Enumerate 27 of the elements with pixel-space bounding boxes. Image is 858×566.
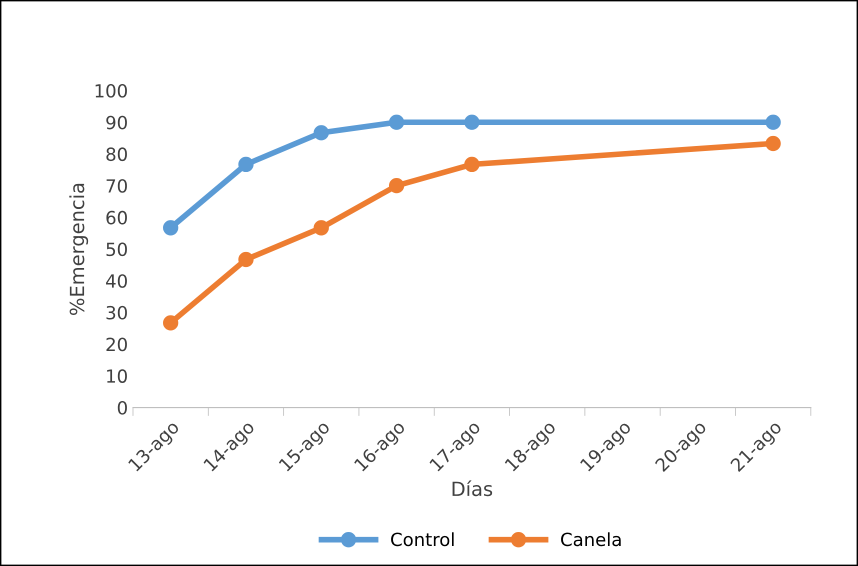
y-tick-label: 50 [106, 242, 127, 256]
y-tick-label: 30 [106, 306, 127, 320]
point [388, 178, 404, 194]
point [163, 220, 178, 236]
point [766, 136, 781, 152]
y-tick-label: 80 [106, 147, 127, 162]
point [163, 315, 178, 331]
point [238, 156, 254, 172]
y-axis-title: %Emergencia [69, 184, 88, 315]
y-tick-label: 90 [106, 116, 127, 130]
y-tick-label: 60 [106, 210, 127, 224]
y-tick-label: 20 [106, 338, 127, 352]
y-tick-label: 40 [106, 274, 127, 288]
legend-label: Control [391, 532, 454, 546]
y-tick-label: 10 [107, 369, 127, 383]
y-tick-label: 70 [106, 179, 127, 193]
x-axis-title: Días [452, 480, 492, 496]
point [238, 252, 254, 268]
point [464, 114, 480, 130]
y-tick-label: 0 [118, 400, 127, 415]
y-tick-label: 100 [96, 84, 127, 98]
point [464, 156, 480, 172]
point [766, 114, 781, 130]
legend-label: Canela [561, 532, 621, 546]
point [388, 114, 404, 130]
point [314, 125, 329, 140]
point [314, 220, 329, 236]
